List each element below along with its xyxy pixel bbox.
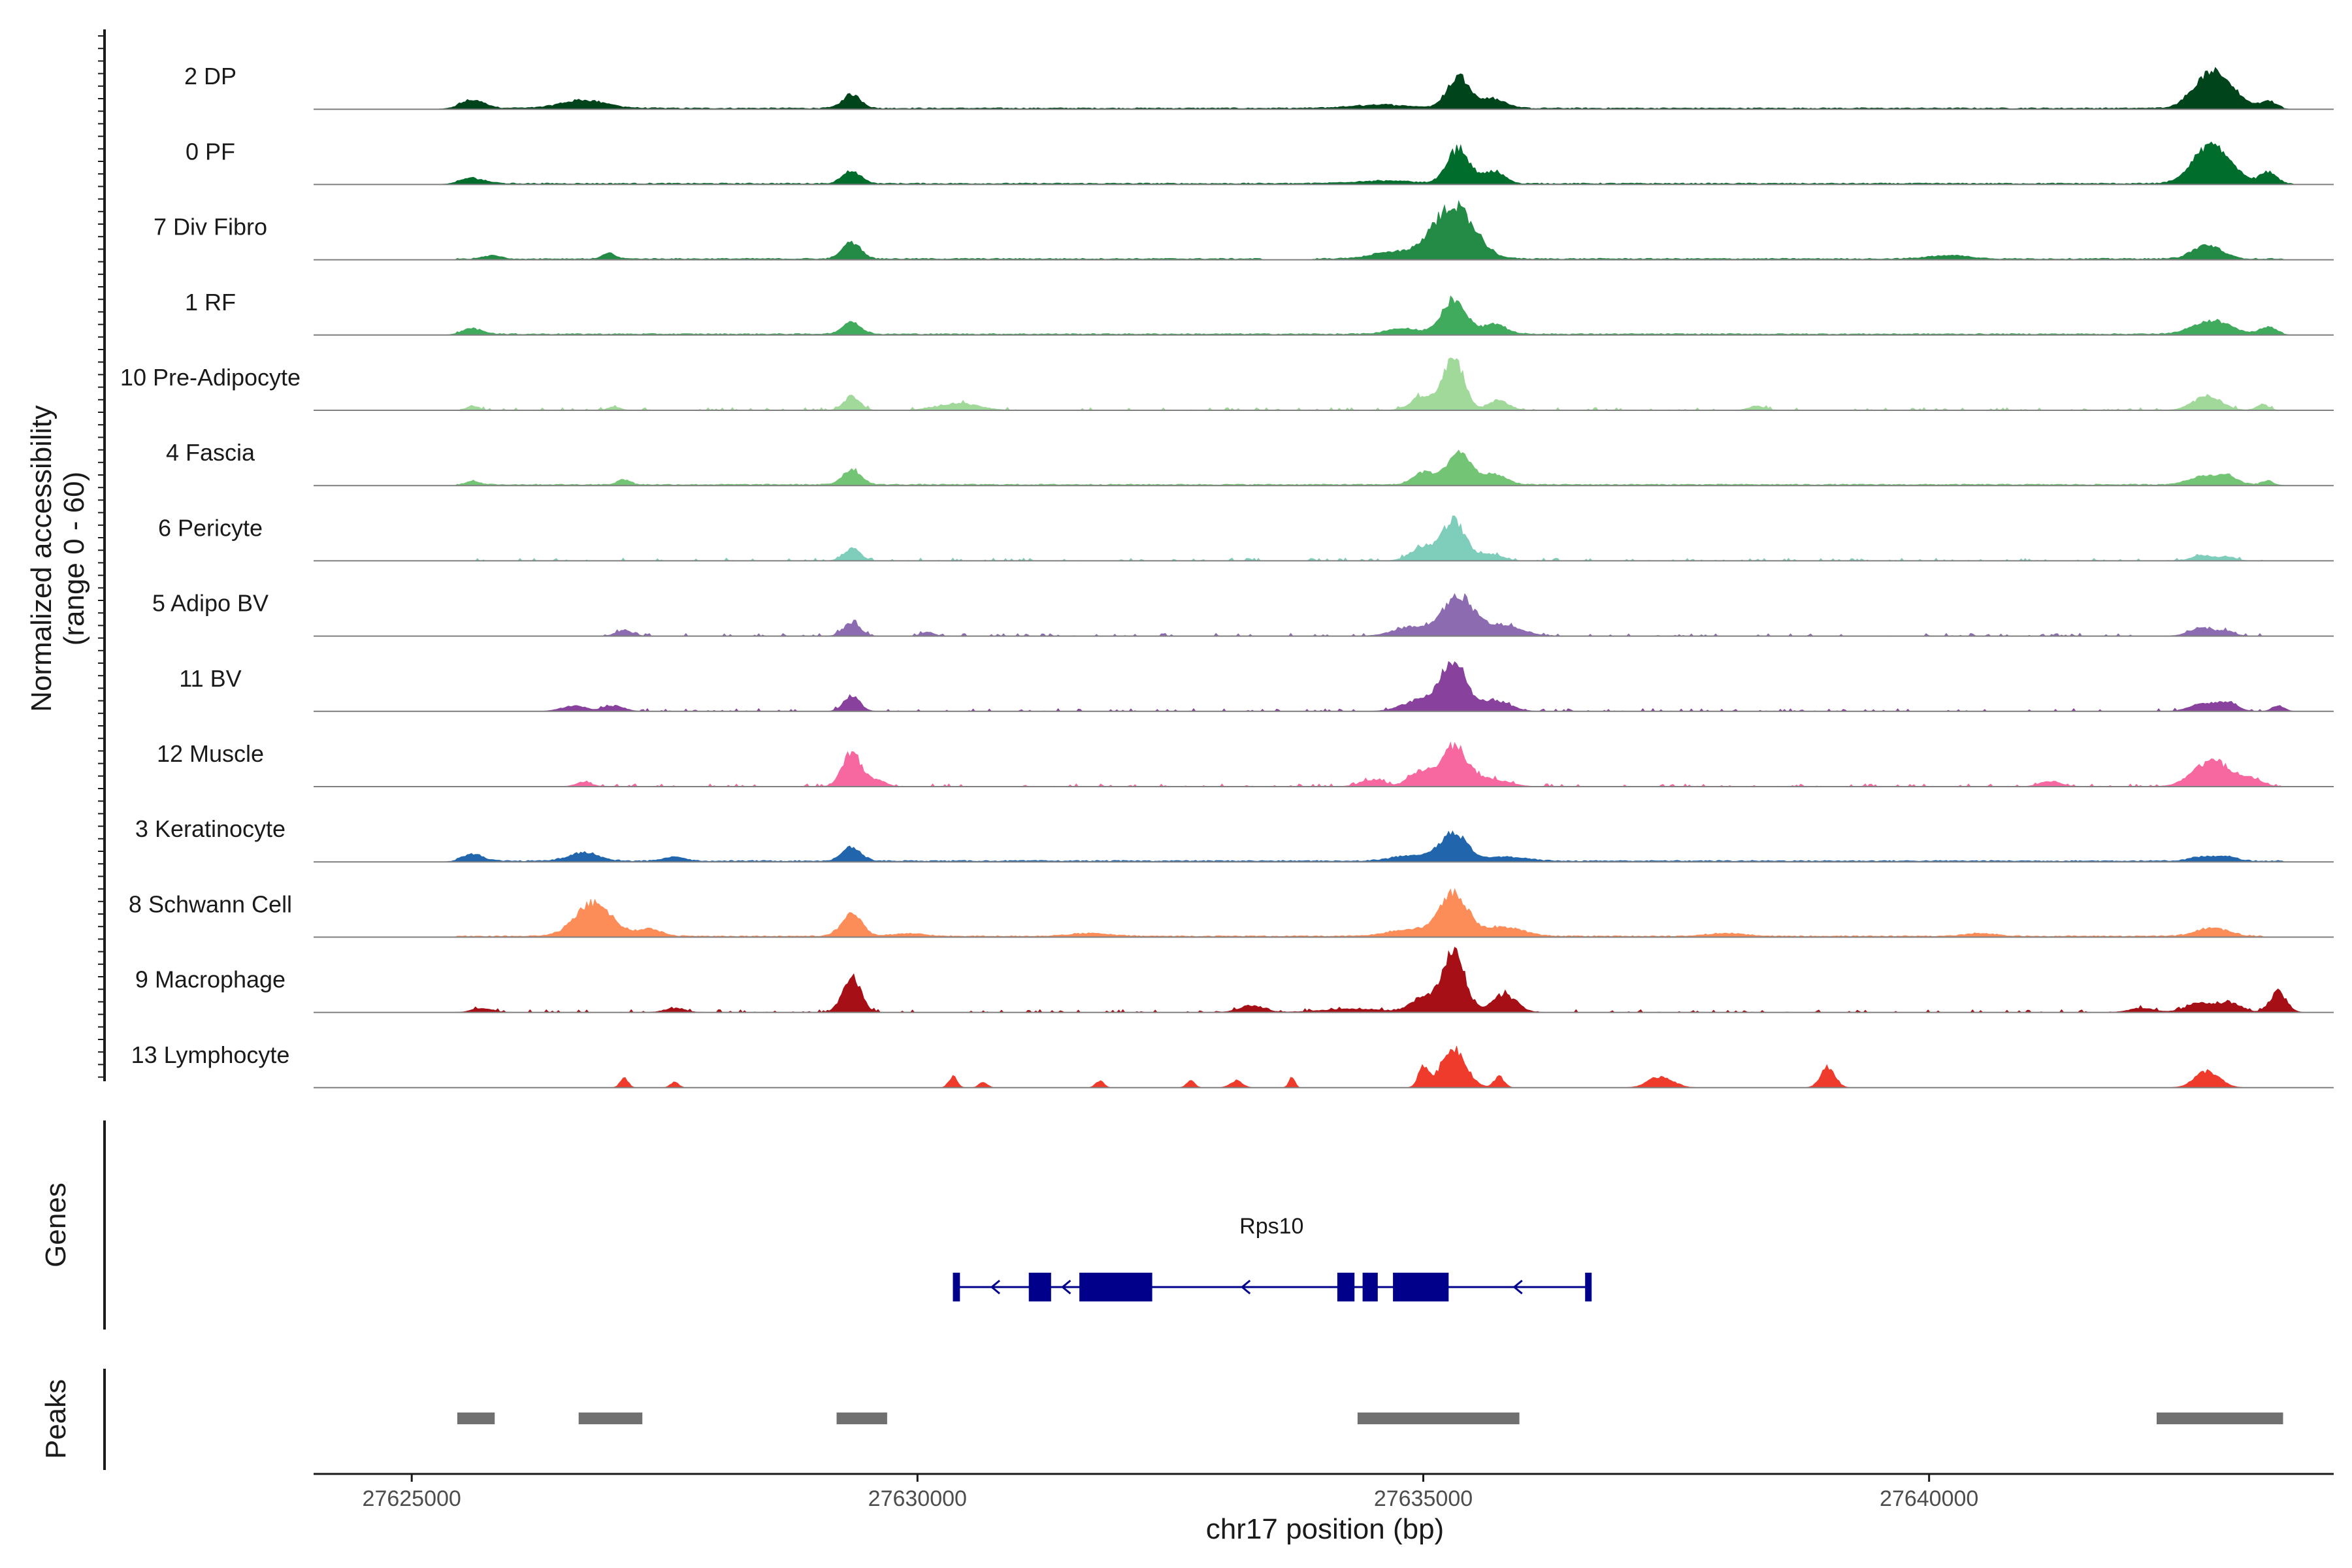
coverage-area	[314, 357, 2333, 411]
gene-exon	[953, 1273, 960, 1301]
track-label: 6 Pericyte	[158, 514, 263, 541]
gene-exon	[1393, 1273, 1449, 1301]
coverage-area	[314, 295, 2333, 336]
track-9: 11 BV	[179, 661, 2334, 712]
track-3: 7 Div Fibro	[154, 200, 2334, 261]
track-10: 12 Muscle	[157, 740, 2334, 787]
track-label: 5 Adipo BV	[152, 590, 269, 617]
gene-strand-arrow	[1061, 1279, 1071, 1295]
track-12: 8 Schwann Cell	[129, 888, 2334, 938]
track-7: 6 Pericyte	[158, 514, 2334, 562]
track-label: 13 Lymphocyte	[131, 1041, 290, 1068]
gene-strand-arrow	[990, 1279, 1000, 1295]
y-axis-range: (range 0 - 60)	[58, 472, 90, 646]
peaks-track-label: Peaks	[40, 1379, 72, 1459]
coverage-area	[314, 741, 2333, 787]
track-label: 12 Muscle	[157, 740, 264, 767]
track-2: 0 PF	[186, 138, 2334, 186]
genes-track-label: Genes	[40, 1183, 72, 1267]
gene-strand-arrow	[1240, 1279, 1251, 1295]
gene-name-label: Rps10	[1239, 1214, 1303, 1239]
track-14: 13 Lymphocyte	[131, 1041, 2334, 1088]
track-label: 0 PF	[186, 138, 235, 165]
coverage-area	[314, 141, 2333, 185]
coverage-y-ticks	[98, 35, 105, 1078]
x-axis-ticks: 27625000 27630000 27635000 27640000	[363, 1474, 1978, 1511]
track-label: 2 DP	[184, 63, 237, 90]
coverage-area	[314, 888, 2333, 938]
coverage-area	[314, 593, 2333, 637]
x-tick-label: 27635000	[1374, 1486, 1473, 1511]
track-label: 10 Pre-Adipocyte	[120, 364, 301, 391]
coverage-area	[314, 947, 2333, 1013]
gene-track: Rps10	[953, 1214, 1592, 1301]
track-13: 9 Macrophage	[135, 947, 2334, 1013]
track-label: 9 Macrophage	[135, 966, 286, 993]
peak-track	[457, 1413, 2283, 1424]
peak-region	[1357, 1413, 1520, 1424]
gene-exon	[1079, 1273, 1152, 1301]
track-label: 7 Div Fibro	[154, 214, 267, 240]
track-11: 3 Keratinocyte	[135, 815, 2334, 863]
track-5: 10 Pre-Adipocyte	[120, 357, 2334, 411]
y-axis-title: Normalized accessibility	[25, 405, 57, 711]
peak-region	[2157, 1413, 2283, 1424]
gene-exon	[1362, 1273, 1378, 1301]
coverage-tracks: 2 DP 0 PF 7 Div Fibro 1 RF 10 Pre-Adipocyte 4…	[120, 63, 2334, 1088]
track-label: 8 Schwann Cell	[129, 890, 292, 917]
x-tick-label: 27640000	[1880, 1486, 1978, 1511]
coverage-area	[314, 1046, 2333, 1088]
x-axis-title: chr17 position (bp)	[1206, 1513, 1444, 1545]
gene-exon	[1585, 1273, 1592, 1301]
coverage-area	[314, 661, 2333, 712]
coverage-area	[314, 515, 2333, 562]
x-tick-label: 27630000	[868, 1486, 967, 1511]
coverage-area	[314, 830, 2333, 862]
peak-region	[578, 1413, 643, 1424]
gene-exon	[1337, 1273, 1355, 1301]
track-label: 1 RF	[185, 289, 236, 316]
peak-region	[836, 1413, 887, 1424]
track-1: 2 DP	[184, 63, 2334, 110]
track-8: 5 Adipo BV	[152, 590, 2334, 637]
track-4: 1 RF	[185, 289, 2334, 336]
gene-strand-arrow	[1512, 1279, 1523, 1295]
track-label: 3 Keratinocyte	[135, 815, 286, 842]
track-6: 4 Fascia	[166, 439, 2334, 487]
gene-exon	[1028, 1273, 1051, 1301]
x-tick-label: 27625000	[363, 1486, 461, 1511]
track-label: 11 BV	[179, 665, 241, 692]
coverage-area	[314, 200, 2333, 261]
track-label: 4 Fascia	[166, 439, 255, 466]
coverage-area	[314, 449, 2333, 486]
peak-region	[457, 1413, 495, 1424]
coverage-area	[314, 67, 2333, 110]
